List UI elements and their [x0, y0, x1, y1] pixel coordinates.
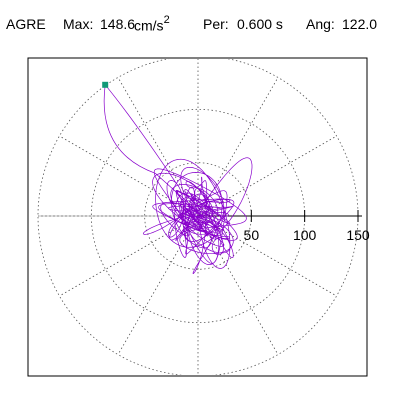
radial-axis: 50 100 150 [198, 210, 370, 243]
units-label: cm/s2 [134, 14, 170, 34]
units-exponent: 2 [163, 14, 170, 26]
angle-label: Ang: [306, 16, 335, 32]
radial-tick-label-150: 150 [346, 227, 370, 243]
max-label: Max: [63, 16, 94, 32]
orbit-trace [103, 84, 253, 274]
units-text: cm/s [134, 17, 164, 34]
angle-value: 122.0 [342, 16, 378, 32]
grid-spoke-210 [59, 215, 199, 297]
grid-spoke-330 [197, 215, 337, 297]
radial-tick-label-100: 100 [293, 227, 317, 243]
peak-marker [102, 81, 109, 88]
peak-marker-group [102, 81, 109, 88]
grid-spoke-150 [59, 135, 199, 217]
station-code: AGRE [6, 16, 46, 32]
period-value: 0.600 s [237, 16, 283, 32]
grid-spoke-120 [117, 77, 199, 217]
period-label: Per: [203, 16, 229, 32]
chart-header: AGRE Max: 148.6 cm/s2 Per: 0.600 s Ang: … [0, 14, 400, 40]
grid-spoke-300 [197, 215, 279, 355]
grid-spoke-60 [197, 77, 279, 217]
grid-spoke-30 [197, 135, 337, 217]
orbit-path [103, 84, 253, 274]
max-value: 148.6 [100, 16, 136, 32]
radial-tick-label-50: 50 [244, 227, 260, 243]
grid-spoke-240 [117, 215, 199, 355]
